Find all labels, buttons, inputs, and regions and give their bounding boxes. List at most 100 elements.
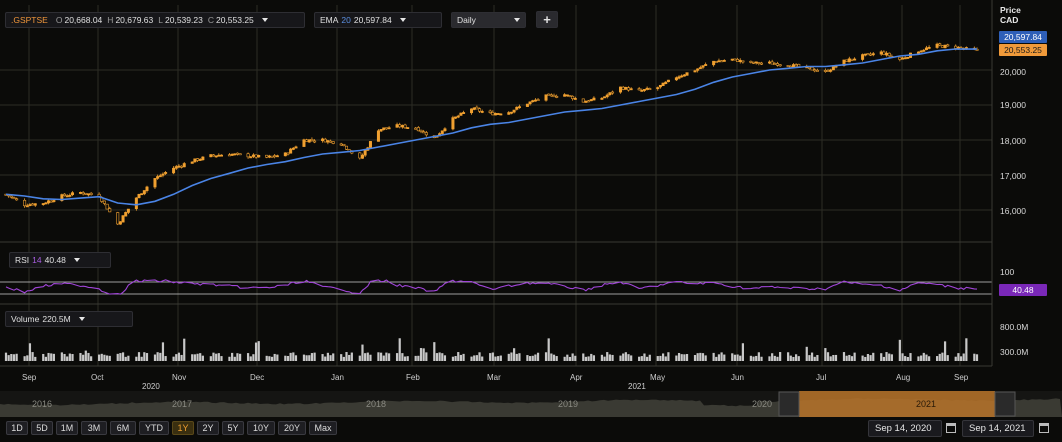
candle-body (329, 140, 333, 143)
date-from-field[interactable]: Sep 14, 2020 (868, 420, 942, 437)
range-button-20y[interactable]: 20Y (278, 421, 306, 435)
candle-body (302, 139, 306, 147)
candle-body (887, 52, 891, 57)
volume-bar (398, 338, 401, 361)
volume-bar (888, 353, 891, 361)
volume-bar (292, 352, 295, 361)
candle-body (536, 99, 540, 101)
chevron-down-icon[interactable] (73, 258, 80, 262)
volume-bar (526, 355, 529, 361)
range-button-1m[interactable]: 1M (56, 421, 78, 435)
candle-body (363, 150, 367, 156)
y-tick: 18,000 (1000, 136, 1026, 146)
candle-body (823, 70, 827, 72)
navigator-year: 2017 (172, 399, 193, 409)
volume-bar (196, 353, 199, 361)
range-button-max[interactable]: Max (309, 421, 337, 435)
volume-bar (100, 353, 103, 361)
candle-body (406, 127, 410, 129)
volume-bar (661, 353, 665, 361)
candle-body (869, 53, 873, 56)
candle-body (717, 60, 721, 63)
calendar-icon[interactable] (1039, 423, 1049, 433)
navigator-handle-left[interactable] (778, 391, 800, 417)
y-tick: 17,000 (1000, 171, 1026, 181)
chevron-down-icon[interactable] (399, 18, 406, 22)
volume-bar (193, 354, 196, 361)
range-button-ytd[interactable]: YTD (139, 421, 169, 435)
volume-bar (898, 339, 901, 361)
volume-bar (305, 355, 308, 361)
volume-bar (962, 353, 965, 361)
candle-body (666, 79, 670, 83)
volume-bar (864, 356, 867, 361)
candle-body (568, 95, 572, 97)
candle-body (462, 112, 466, 114)
volume-bar (513, 348, 516, 361)
rsi-period: 14 (32, 255, 42, 265)
range-button-5y[interactable]: 5Y (222, 421, 244, 435)
volume-bar (555, 356, 558, 361)
candle-body (182, 163, 186, 168)
candle-body (573, 98, 577, 100)
volume-bar (28, 343, 32, 361)
candle-body (172, 167, 176, 174)
volume-bar (42, 353, 45, 361)
candle-body (866, 53, 870, 56)
volume-bar (954, 356, 957, 361)
calendar-icon[interactable] (946, 423, 956, 433)
volume-bar (108, 355, 111, 361)
candle-body (621, 86, 625, 90)
chevron-down-icon[interactable] (78, 317, 85, 321)
volume-bar (361, 344, 364, 361)
volume-bar (326, 352, 329, 361)
rsi-series (5, 279, 978, 295)
candle-body (65, 195, 69, 198)
range-navigator[interactable] (0, 391, 1062, 417)
range-button-2y[interactable]: 2Y (197, 421, 219, 435)
candle-body (879, 51, 883, 55)
volume-bar (342, 356, 345, 361)
volume-bar (127, 355, 130, 361)
range-button-1d[interactable]: 1D (6, 421, 28, 435)
range-button-3m[interactable]: 3M (81, 421, 107, 435)
candle-body (581, 98, 585, 103)
volume-bar (294, 355, 298, 361)
chevron-down-icon[interactable] (261, 18, 268, 22)
navigator-year: 2020 (752, 399, 773, 409)
range-button-1y[interactable]: 1Y (172, 421, 194, 435)
volume-bar (531, 355, 534, 361)
navigator-window[interactable] (799, 391, 995, 417)
range-button-10y[interactable]: 10Y (247, 421, 275, 435)
x-tick: Jul (816, 373, 827, 382)
navigator-handle-right[interactable] (994, 391, 1016, 417)
add-indicator-button[interactable]: + (536, 11, 558, 28)
range-button-6m[interactable]: 6M (110, 421, 136, 435)
interval-select[interactable]: Daily (451, 12, 526, 28)
candle-body (118, 221, 122, 225)
candle-body (906, 56, 910, 59)
volume-bar (640, 356, 643, 361)
volume-bar (489, 353, 492, 361)
candle-body (770, 61, 774, 65)
candle-body (424, 132, 428, 136)
volume-bar (217, 353, 220, 361)
candle-body (249, 156, 253, 159)
candle-body (807, 67, 811, 69)
open-value: 20,668.04 (64, 15, 103, 25)
volume-bar (103, 354, 106, 361)
candle-body (733, 58, 737, 61)
range-button-5d[interactable]: 5D (31, 421, 53, 435)
volume-bar (177, 352, 181, 361)
volume-bar (611, 354, 614, 361)
date-to-field[interactable]: Sep 14, 2021 (962, 420, 1034, 437)
currency-label: CAD (1000, 15, 1019, 25)
candle-body (922, 49, 926, 52)
candle-body (496, 113, 500, 115)
volume-bar (60, 352, 63, 361)
candle-body (571, 95, 575, 99)
volume-bar (507, 353, 510, 361)
volume-bar (494, 356, 497, 361)
volume-bar (172, 356, 175, 361)
